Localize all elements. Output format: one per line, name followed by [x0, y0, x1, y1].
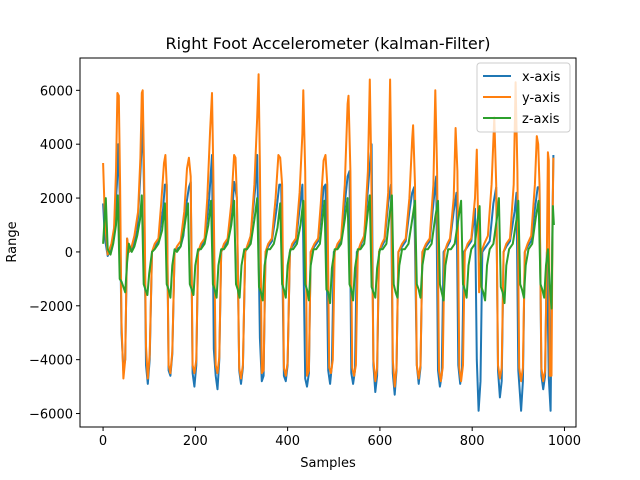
- y-axis-label: Range: [5, 221, 20, 262]
- x-tick-label: 800: [460, 434, 485, 449]
- series-line-z-axis: [102, 194, 555, 310]
- series-line-x-axis: [102, 116, 555, 412]
- y-axis: −6000 −4000 −2000 0 2000 4000 6000: [29, 84, 80, 423]
- x-axis: 0 200 400 600 800 1000: [99, 427, 581, 449]
- y-tick-label: 2000: [40, 192, 73, 207]
- y-tick-label: −4000: [29, 354, 73, 369]
- chart-title: Right Foot Accelerometer (kalman-Filter): [165, 34, 490, 53]
- plot-area: [102, 73, 555, 412]
- y-tick-label: −6000: [29, 408, 73, 423]
- x-tick-label: 400: [275, 434, 300, 449]
- y-tick-label: 0: [65, 246, 73, 261]
- axes-frame: [79, 57, 577, 428]
- x-axis-label: Samples: [300, 456, 356, 471]
- x-tick-label: 200: [183, 434, 208, 449]
- y-tick-label: 6000: [40, 84, 73, 99]
- legend-label-z-axis: z-axis: [522, 112, 560, 127]
- x-tick-label: 600: [367, 434, 392, 449]
- series-line-y-axis: [102, 73, 555, 388]
- y-tick-label: −2000: [29, 300, 73, 315]
- legend-label-y-axis: y-axis: [522, 91, 560, 106]
- legend-label-x-axis: x-axis: [522, 70, 561, 85]
- y-tick-label: 4000: [40, 138, 73, 153]
- x-tick-label: 0: [99, 434, 107, 449]
- legend-box: [476, 62, 571, 133]
- legend: x-axis y-axis z-axis: [476, 62, 571, 133]
- x-tick-label: 1000: [548, 434, 581, 449]
